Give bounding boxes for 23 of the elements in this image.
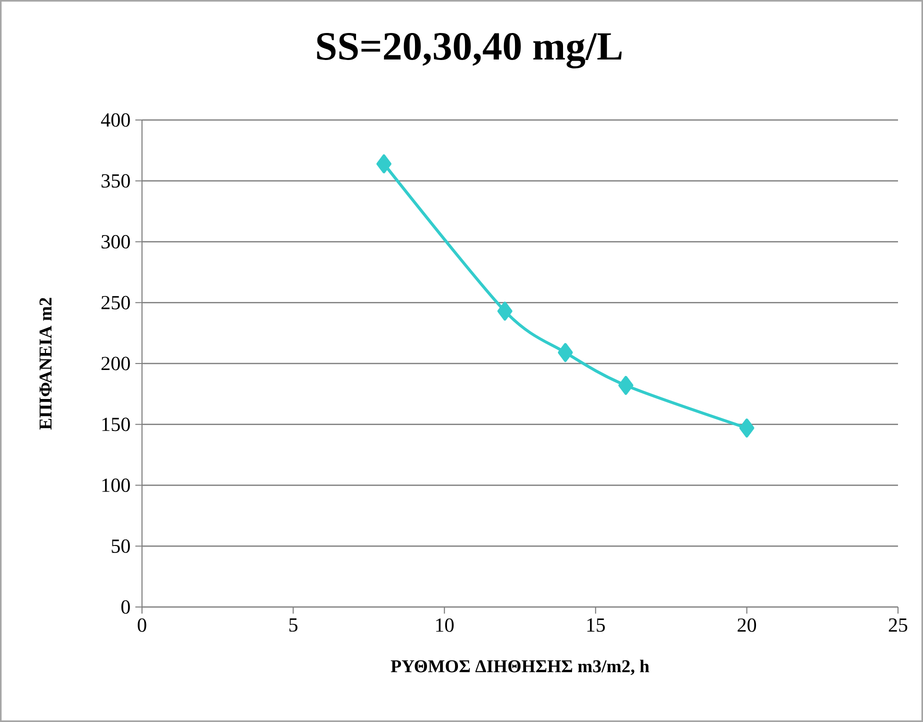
point	[376, 154, 392, 174]
point	[497, 302, 512, 321]
y-tick-label: 50	[112, 539, 130, 553]
y-tick-label: 150	[102, 418, 130, 432]
y-tick-label: 200	[102, 356, 130, 370]
y-tick-label: 300	[102, 235, 130, 248]
x-tick-label: 10	[436, 618, 454, 632]
x-tick-label: 20	[738, 618, 756, 632]
point	[618, 376, 634, 395]
x-tick-label: 5	[289, 618, 298, 632]
point	[739, 418, 754, 438]
chart-title: SS=20,30,40 mg/L	[317, 32, 622, 68]
y-tick-label: 100	[102, 478, 130, 492]
x-tick-label: 0	[138, 618, 146, 632]
y-tick-label: 400	[101, 113, 130, 127]
x-tick-label: 25	[888, 618, 908, 632]
y-tick-label: 250	[102, 296, 130, 310]
x-tick-label: 15	[587, 618, 605, 632]
y-tick-label: 0	[121, 600, 130, 614]
point	[558, 343, 573, 362]
x-axis-title: ΡΥΘΜΟΣ ΔΙΗΘΗΣΗΣ m3/m2, h	[390, 660, 650, 675]
y-tick-label: 350	[102, 174, 130, 188]
y-axis-title: ΕΠΙΦΑΝΕΙΑ m2	[40, 298, 52, 430]
